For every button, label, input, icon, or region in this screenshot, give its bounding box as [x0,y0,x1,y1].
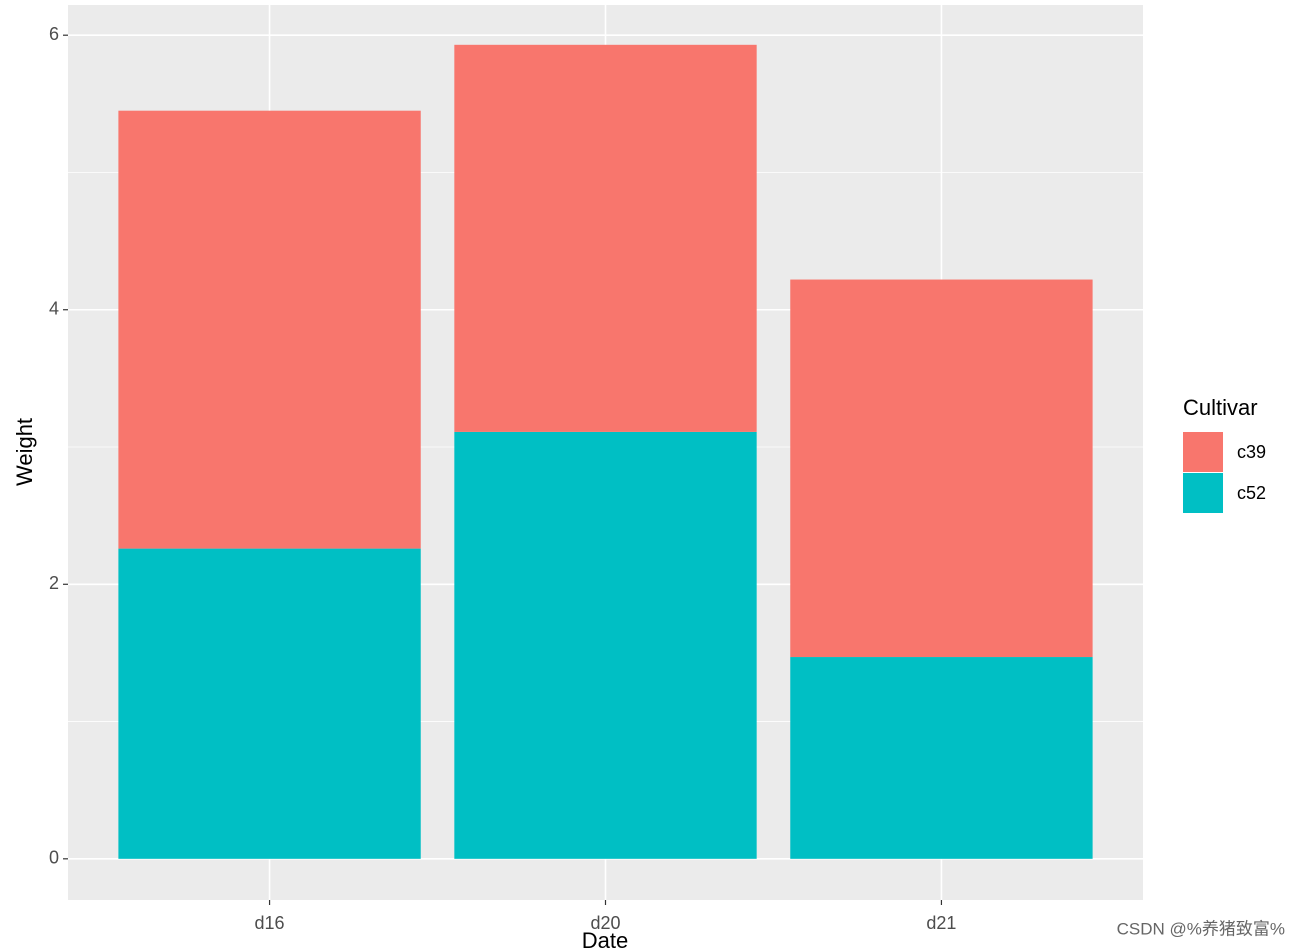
legend-key [1183,432,1223,472]
y-tick-label: 4 [49,298,59,318]
legend-label: c39 [1237,442,1266,462]
legend-label: c52 [1237,483,1266,503]
watermark: CSDN @%养猪致富% [1117,919,1285,938]
x-tick-label: d21 [926,913,956,933]
x-tick-label: d20 [590,913,620,933]
bar-segment [790,657,1093,859]
y-tick-label: 2 [49,573,59,593]
bar-segment [118,110,421,549]
y-tick-label: 6 [49,24,59,44]
x-axis-title: Date [582,928,628,949]
bar-segment [790,279,1093,658]
legend-key [1183,473,1223,513]
bar-segment [454,44,757,432]
y-tick-label: 0 [49,848,59,868]
y-axis-title: Weight [12,418,37,486]
bar-segment [118,548,421,859]
bar-segment [454,431,757,859]
x-tick-label: d16 [255,913,285,933]
legend-title: Cultivar [1183,395,1258,420]
